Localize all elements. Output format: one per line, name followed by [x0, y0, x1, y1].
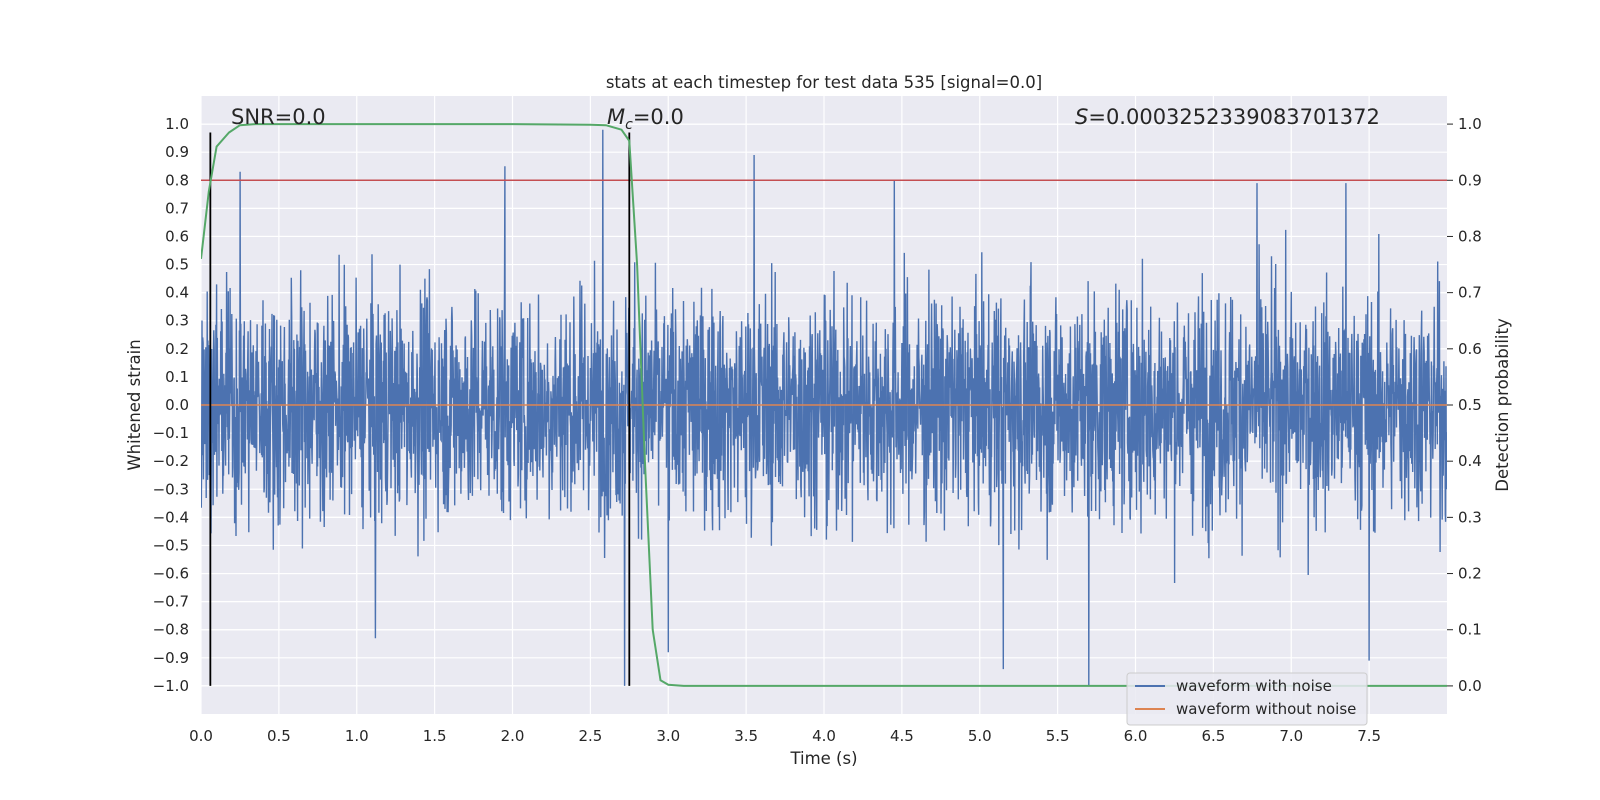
y-left-axis-label: Whitened strain — [125, 339, 144, 470]
y-left-tick-label-11: −0.1 — [153, 424, 189, 442]
y-left-tick-label-8: 0.2 — [165, 340, 189, 358]
y-left-tick-label-13: −0.3 — [153, 480, 189, 498]
x-axis-ticks: 0.0 0.5 1.0 1.5 2.0 2.5 3.0 3.5 4.0 4.5 5.0 5.5 6.0 6… — [189, 727, 1381, 745]
s-symbol: S — [1075, 105, 1088, 129]
series-detection-probability — [201, 123, 1447, 687]
chart-title: stats at each timestep for test data 535… — [606, 73, 1042, 92]
x-tick-label-0: 0.0 — [189, 727, 213, 745]
y-right-tick-label-5: 0.5 — [1458, 396, 1482, 414]
y-right-tick-label-3: 0.7 — [1458, 284, 1482, 302]
y-right-tick-label-0: 1.0 — [1458, 115, 1482, 133]
y-left-tick-label-4: 0.6 — [165, 227, 189, 245]
y-left-tick-label-1: 0.9 — [165, 143, 189, 161]
y-right-tick-label-7: 0.3 — [1458, 508, 1482, 526]
x-tick-label-4: 2.0 — [501, 727, 525, 745]
y-right-tick-label-10: 0.0 — [1458, 677, 1482, 695]
s-value: =0.0003252339083701372 — [1088, 105, 1380, 129]
legend-label-noise: waveform with noise — [1176, 677, 1332, 695]
y-left-tick-label-12: −0.2 — [153, 452, 189, 470]
x-tick-label-12: 6.0 — [1124, 727, 1148, 745]
mc-subscript: c — [625, 117, 633, 133]
y-left-tick-label-18: −0.8 — [153, 621, 189, 639]
y-left-tick-label-17: −0.7 — [153, 593, 189, 611]
y-right-tick-label-2: 0.8 — [1458, 227, 1482, 245]
x-tick-label-15: 7.5 — [1357, 727, 1381, 745]
x-tick-label-11: 5.5 — [1046, 727, 1070, 745]
y-left-tick-label-7: 0.3 — [165, 312, 189, 330]
noise-series — [201, 129, 1447, 686]
overlay-lines — [201, 123, 1447, 687]
x-axis-label: Time (s) — [789, 749, 857, 768]
x-tick-label-6: 3.0 — [656, 727, 680, 745]
x-tick-label-5: 2.5 — [578, 727, 602, 745]
series-waveform-with-noise — [201, 129, 1447, 686]
x-tick-label-8: 4.0 — [812, 727, 836, 745]
y-right-axis-ticks: 1.0 0.9 0.8 0.7 0.6 0.5 0.4 0.3 0.2 0.1 0.0 — [1447, 115, 1482, 695]
y-left-tick-label-16: −0.6 — [153, 565, 189, 583]
y-right-tick-label-8: 0.2 — [1458, 565, 1482, 583]
snr-annotation: SNR=0.0 — [231, 105, 326, 129]
x-tick-label-2: 1.0 — [345, 727, 369, 745]
y-left-tick-label-2: 0.8 — [165, 171, 189, 189]
y-left-tick-label-3: 0.7 — [165, 199, 189, 217]
x-tick-label-10: 5.0 — [968, 727, 992, 745]
y-right-tick-label-9: 0.1 — [1458, 621, 1482, 639]
x-tick-label-13: 6.5 — [1201, 727, 1225, 745]
mc-value: =0.0 — [633, 105, 684, 129]
y-right-tick-label-6: 0.4 — [1458, 452, 1482, 470]
legend-box — [1126, 672, 1368, 726]
y-right-tick-label-4: 0.6 — [1458, 340, 1482, 358]
x-tick-label-1: 0.5 — [267, 727, 291, 745]
x-tick-label-14: 7.0 — [1279, 727, 1303, 745]
mc-annotation: Mc=0.0 — [607, 105, 684, 133]
y-left-tick-label-0: 1.0 — [165, 115, 189, 133]
y-right-tick-label-1: 0.9 — [1458, 171, 1482, 189]
legend: waveform with noise waveform without noi… — [1126, 672, 1368, 726]
y-left-tick-label-9: 0.1 — [165, 368, 189, 386]
y-left-tick-label-15: −0.5 — [153, 536, 189, 554]
x-tick-label-3: 1.5 — [423, 727, 447, 745]
y-left-tick-label-19: −0.9 — [153, 649, 189, 667]
y-left-tick-label-6: 0.4 — [165, 284, 189, 302]
s-annotation: S=0.0003252339083701372 — [1075, 105, 1380, 129]
y-left-tick-label-20: −1.0 — [153, 677, 189, 695]
legend-label-clean: waveform without noise — [1176, 700, 1356, 718]
y-left-tick-label-5: 0.5 — [165, 256, 189, 274]
mc-symbol: M — [607, 105, 625, 129]
x-tick-label-9: 4.5 — [890, 727, 914, 745]
y-left-tick-label-14: −0.4 — [153, 508, 189, 526]
y-left-tick-label-10: 0.0 — [165, 396, 189, 414]
y-right-axis-label: Detection probability — [1493, 318, 1512, 492]
x-tick-label-7: 3.5 — [734, 727, 758, 745]
y-left-axis-ticks: 1.0 0.9 0.8 0.7 0.6 0.5 0.4 0.3 0.2 0.1 0.0 −0.1 −0.… — [153, 115, 189, 695]
